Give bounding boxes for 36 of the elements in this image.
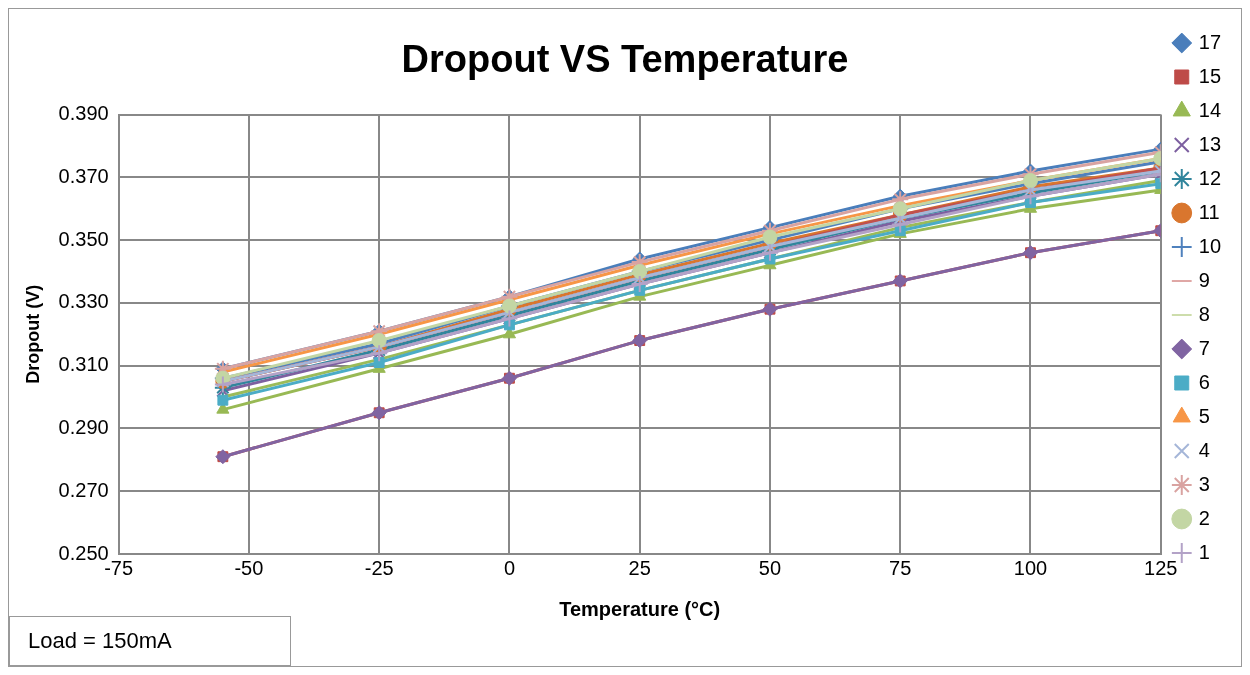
- legend-label: 6: [1198, 370, 1210, 393]
- y-tick-label: 0.350: [58, 227, 109, 250]
- y-tick-label: 0.370: [58, 164, 109, 187]
- x-tick-label: 75: [889, 556, 912, 579]
- x-tick-label: -50: [234, 556, 264, 579]
- legend-label: 12: [1198, 166, 1221, 189]
- y-tick-label: 0.330: [58, 290, 109, 313]
- y-tick-label: 0.270: [58, 478, 109, 501]
- legend-label: 7: [1198, 336, 1210, 359]
- legend-label: 8: [1198, 302, 1210, 325]
- text: Load = 150mA: [9, 616, 291, 666]
- legend-label: 9: [1198, 268, 1210, 291]
- y-tick-label: 0.390: [58, 102, 109, 125]
- y-tick-label: 0.290: [58, 415, 109, 438]
- x-axis-title: Temperature (°C): [559, 597, 721, 620]
- legend-label: 2: [1198, 506, 1210, 529]
- y-axis-title: Dropout (V): [22, 284, 43, 384]
- legend-label: 14: [1198, 98, 1221, 121]
- chart-title: Dropout VS Temperature: [401, 38, 849, 81]
- legend-label: 1: [1198, 540, 1210, 563]
- x-tick-label: 125: [1144, 556, 1178, 579]
- x-tick-label: 100: [1013, 556, 1048, 579]
- legend-label: 13: [1198, 132, 1221, 155]
- x-tick-label: 0: [503, 556, 515, 579]
- legend-label: 17: [1198, 30, 1221, 53]
- x-tick-label: 25: [628, 556, 651, 579]
- legend-label: 15: [1198, 64, 1221, 87]
- x-tick-label: 50: [758, 556, 782, 579]
- legend-label: 10: [1198, 234, 1221, 257]
- legend-label: 4: [1198, 438, 1210, 461]
- legend-label: 3: [1198, 472, 1210, 495]
- y-tick-label: 0.250: [58, 541, 109, 564]
- y-tick-label: 0.310: [58, 353, 109, 376]
- legend-label: 5: [1198, 404, 1210, 427]
- x-tick-label: -25: [364, 556, 394, 579]
- legend-label: 11: [1198, 200, 1220, 223]
